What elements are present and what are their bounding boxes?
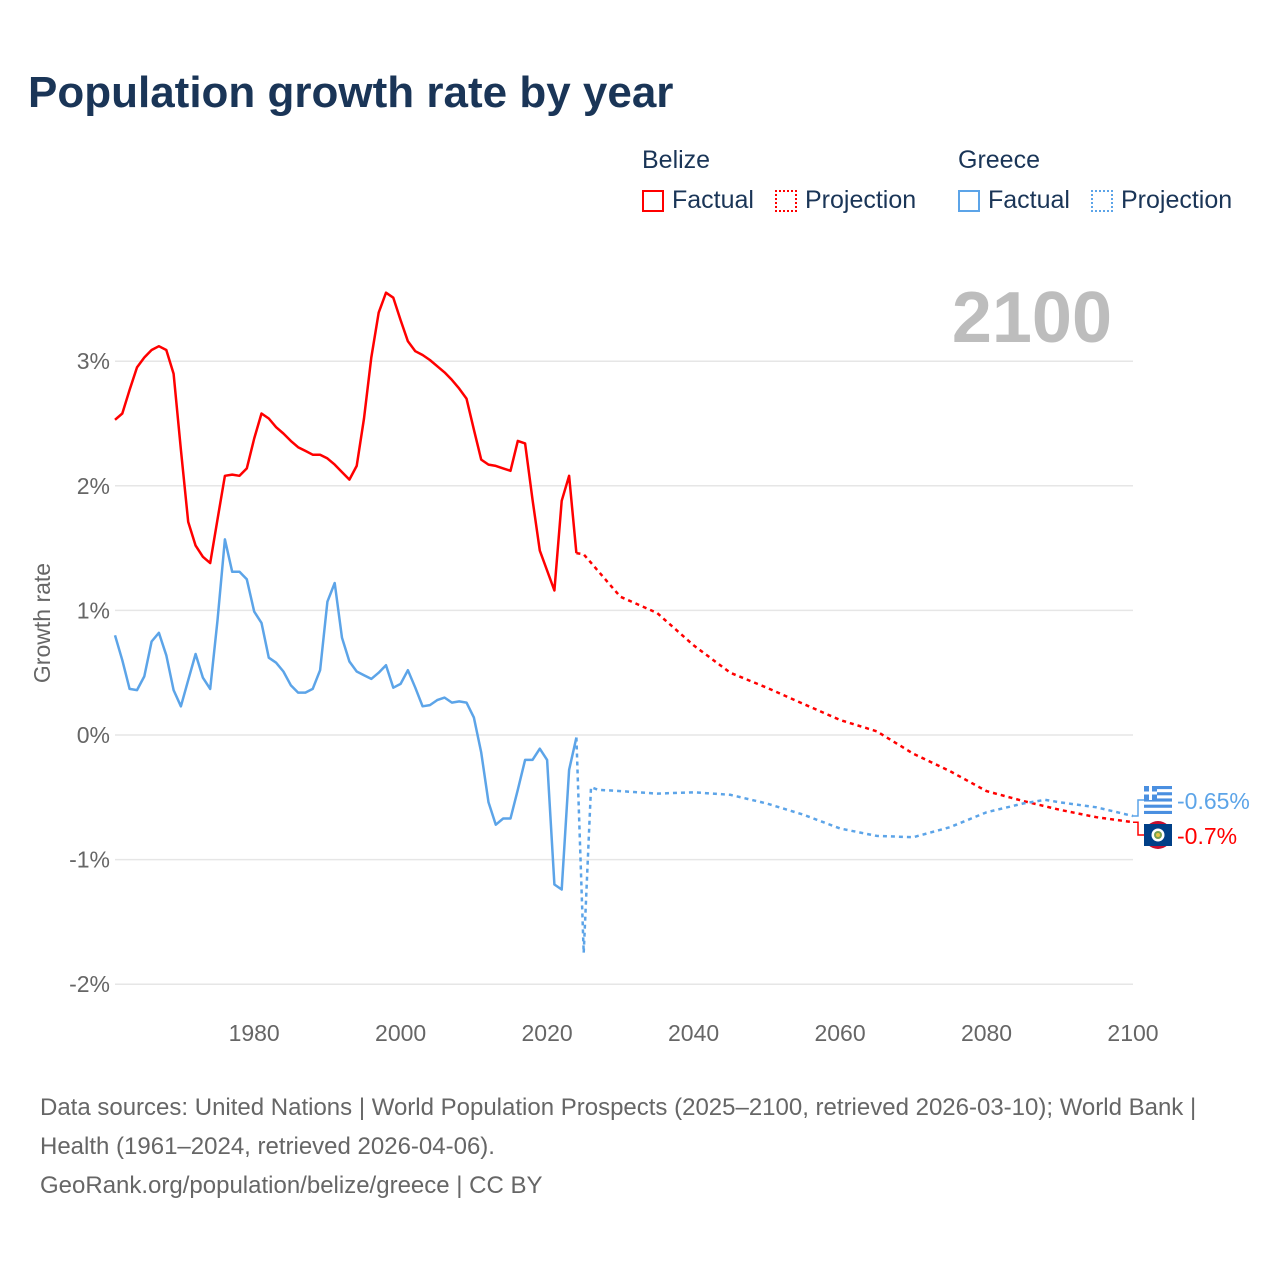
legend-label: Projection xyxy=(1121,186,1233,214)
x-tick-label: 2000 xyxy=(375,1020,426,1046)
belize-projection-line xyxy=(576,551,1134,824)
y-tick-label: 1% xyxy=(77,597,110,623)
y-tick-label: 3% xyxy=(77,348,110,374)
legend-greece-projection[interactable]: Projection xyxy=(1091,186,1232,215)
footer: Data sources: United Nations | World Pop… xyxy=(40,1088,1240,1205)
x-tick-label: 2060 xyxy=(814,1020,865,1046)
x-tick-label: 2080 xyxy=(961,1020,1012,1046)
y-tick-label: -2% xyxy=(69,971,110,997)
belize-flag-icon xyxy=(1144,821,1172,849)
x-tick-label: 2020 xyxy=(522,1020,573,1046)
legend-label: Factual xyxy=(988,186,1070,214)
greece-factual-line xyxy=(113,538,578,891)
year-indicator: 2100 xyxy=(952,278,1112,358)
x-tick-label: 2100 xyxy=(1107,1020,1158,1046)
y-tick-label: 0% xyxy=(77,722,110,748)
x-tick-label: 1980 xyxy=(229,1020,280,1046)
legend-group-belize: Belize xyxy=(642,146,711,174)
data-sources: Data sources: United Nations | World Pop… xyxy=(40,1094,1197,1160)
legend-label: Factual xyxy=(672,186,754,214)
belize-connector xyxy=(1133,821,1145,836)
page-title: Population growth rate by year xyxy=(28,68,674,117)
credit-link[interactable]: GeoRank.org/population/belize/greece | C… xyxy=(40,1172,543,1199)
legend-belize-factual[interactable]: Factual xyxy=(642,186,754,215)
greece-flag-icon xyxy=(1144,786,1172,814)
legend-label: Projection xyxy=(805,186,917,214)
legend-swatch-dotted xyxy=(775,189,797,212)
greece-end-value: -0.65% xyxy=(1177,788,1250,814)
legend-group-greece: Greece xyxy=(958,146,1040,174)
x-tick-label: 2040 xyxy=(668,1020,719,1046)
greece-connector xyxy=(1133,799,1145,817)
legend-swatch-solid xyxy=(642,189,664,212)
legend-belize-projection[interactable]: Projection xyxy=(775,186,916,215)
belize-factual-line xyxy=(114,291,578,592)
legend-swatch-dotted xyxy=(1091,189,1113,212)
legend-greece-factual[interactable]: Factual xyxy=(958,186,1070,215)
belize-end-value: -0.7% xyxy=(1177,823,1237,849)
y-tick-label: -1% xyxy=(69,847,110,873)
y-tick-label: 2% xyxy=(77,473,110,499)
y-axis-label: Growth rate xyxy=(29,563,55,683)
legend-swatch-solid xyxy=(958,189,980,212)
greece-projection-line xyxy=(575,737,1134,954)
